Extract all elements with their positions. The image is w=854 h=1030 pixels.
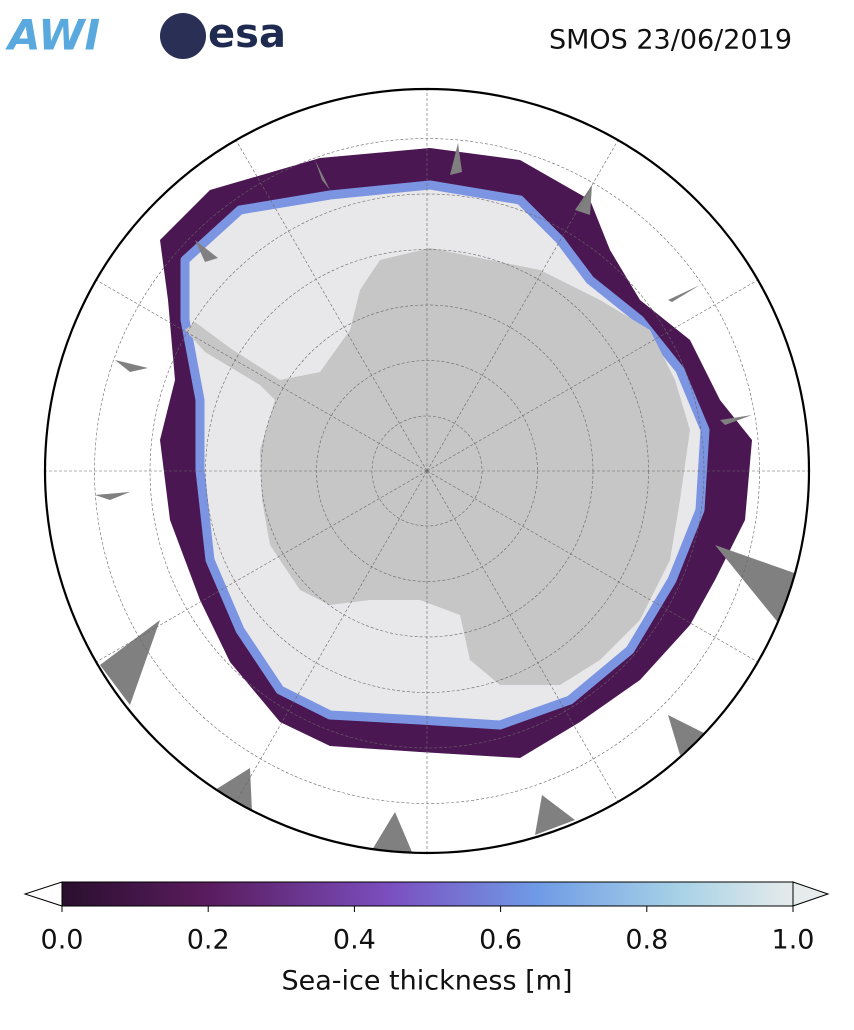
meridian bbox=[96, 279, 428, 472]
colorbar-tick-label: 0.6 bbox=[479, 925, 522, 956]
graticule bbox=[45, 89, 809, 853]
colorbar-ramp bbox=[61, 881, 794, 907]
colorbar bbox=[23, 881, 830, 912]
awi-logo: AWI bbox=[5, 11, 100, 60]
meridian bbox=[426, 140, 619, 472]
colorbar-extend-high bbox=[792, 881, 830, 907]
antarctica bbox=[185, 248, 690, 685]
meridian bbox=[426, 470, 758, 663]
esa-logo: esa bbox=[208, 11, 286, 57]
map bbox=[45, 89, 809, 853]
esa-emblem bbox=[160, 13, 206, 59]
title: SMOS 23/06/2019 bbox=[549, 25, 792, 56]
meridian bbox=[235, 470, 428, 802]
meridian bbox=[426, 279, 758, 472]
meridian bbox=[426, 470, 619, 802]
meridian bbox=[96, 470, 428, 663]
map-border bbox=[43, 87, 811, 855]
colorbar-tick-label: 0.0 bbox=[41, 925, 84, 956]
meridian bbox=[235, 140, 428, 472]
colorbar-label: Sea-ice thickness [m] bbox=[281, 966, 572, 997]
colorbar-tick-label: 0.4 bbox=[333, 925, 376, 956]
colorbar-tick-label: 0.8 bbox=[625, 925, 668, 956]
colorbar-extend-low bbox=[23, 881, 63, 907]
logos: AWI esa bbox=[5, 11, 286, 60]
colorbar-tick-label: 0.2 bbox=[187, 925, 230, 956]
colorbar-tick-label: 1.0 bbox=[772, 925, 815, 956]
